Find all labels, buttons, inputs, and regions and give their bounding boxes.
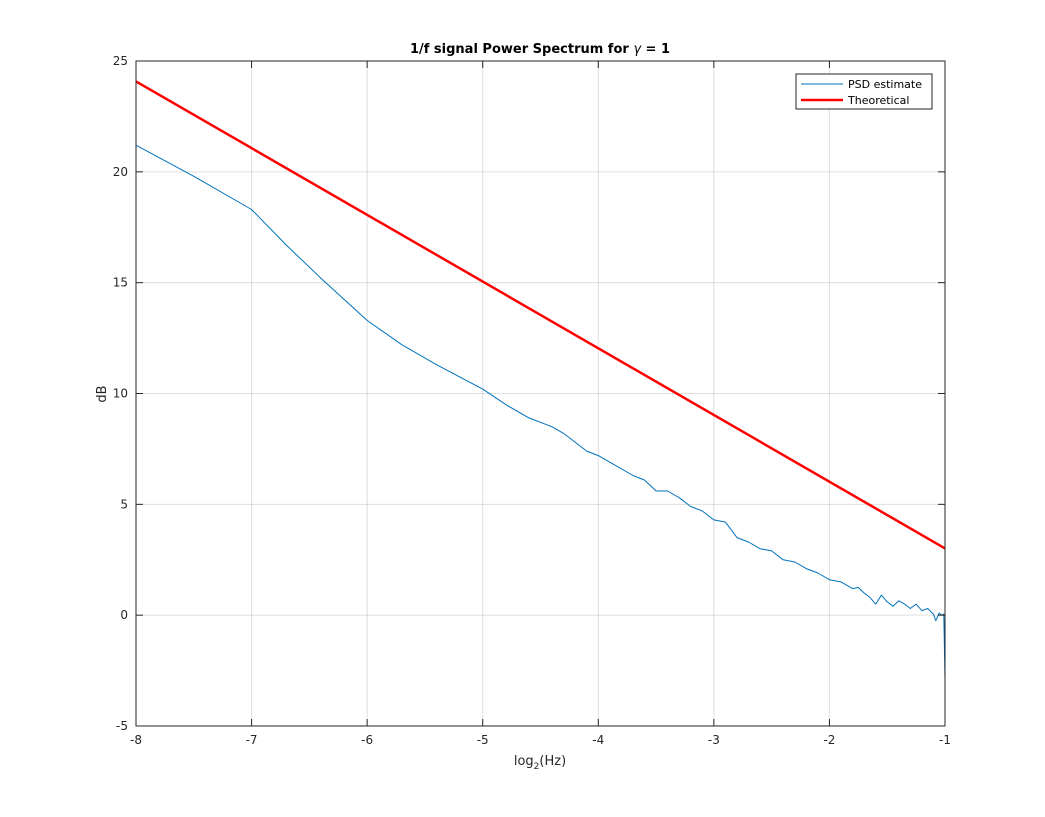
y-tick-label: 10 [113,387,128,401]
series-line-psd-estimate [135,144,946,680]
y-axis-title: dB [95,385,110,402]
x-tick-label: -5 [477,733,489,747]
series-line-theoretical [135,80,946,550]
chart-title: 1/f signal Power Spectrum for γ = 1 [410,42,670,57]
series-layer [135,80,946,680]
grid-lines [136,61,945,726]
plot-background [136,61,945,726]
x-tick-label: -7 [246,733,258,747]
legend-label-psd-estimate: PSD estimate [848,78,922,91]
y-tick-label: 0 [120,608,128,622]
gamma-symbol: γ [633,42,642,57]
axis-ticks: -8 -7 -6 -5 -4 -3 -2 -1 -5 0 5 10 15 20 25 [113,54,951,747]
legend-box [795,73,933,110]
legend-label-theoretical: Theoretical [847,94,909,107]
y-tick-label: -5 [116,719,128,733]
x-tick-label: -1 [939,733,951,747]
y-tick-label: 15 [113,276,128,290]
x-tick-label: -4 [592,733,604,747]
y-tick-label: 20 [113,165,128,179]
x-tick-label: -2 [823,733,835,747]
y-tick-label: 5 [120,497,128,511]
x-tick-label: -6 [361,733,373,747]
y-tick-label: 25 [113,54,128,68]
x-axis-title: log2(Hz) [514,754,566,772]
legend: PSD estimate Theoretical [795,73,933,110]
x-tick-label: -8 [130,733,142,747]
x-tick-label: -3 [708,733,720,747]
